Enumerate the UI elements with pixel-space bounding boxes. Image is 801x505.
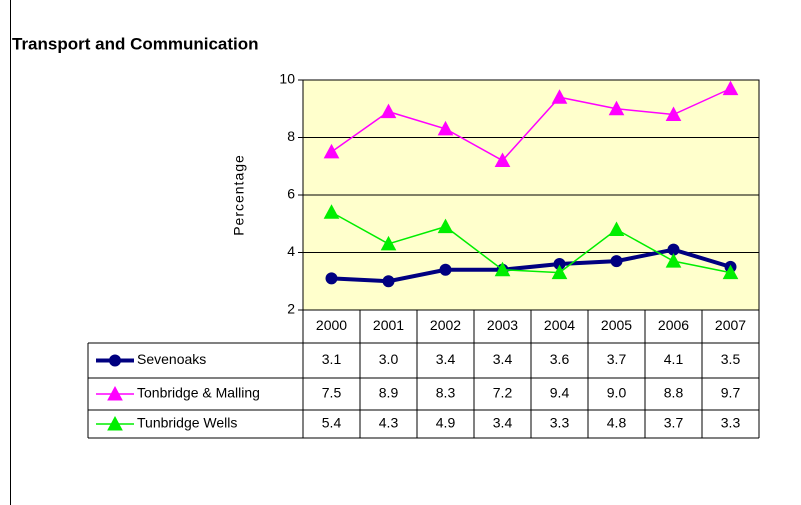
table-cell: 3.4 — [493, 351, 513, 367]
y-tick-label: 10 — [279, 71, 295, 87]
data-point — [665, 253, 682, 268]
table-cell: 9.0 — [607, 385, 627, 401]
table-cell: 3.5 — [721, 351, 741, 367]
y-tick-label: 2 — [287, 301, 295, 317]
chart-title: Transport and Communication — [12, 34, 259, 53]
legend-label: Tonbridge & Malling — [137, 385, 260, 401]
y-tick-label: 4 — [287, 243, 295, 259]
table-cell: 8.3 — [436, 385, 456, 401]
table-cell: 4.9 — [436, 415, 456, 431]
series-line — [331, 87, 731, 162]
data-point — [551, 264, 568, 280]
table-cell: 3.7 — [607, 351, 627, 367]
data-point — [380, 103, 397, 119]
legend-label: Tunbridge Wells — [137, 415, 237, 431]
x-tick-label: 2004 — [544, 317, 575, 333]
data-point — [665, 106, 682, 121]
data-point — [323, 204, 340, 219]
table-cell: 3.4 — [436, 351, 456, 367]
legend-marker — [109, 354, 121, 367]
table-cell: 9.4 — [550, 385, 570, 401]
data-point — [722, 264, 739, 280]
table-cell: 7.2 — [493, 385, 513, 401]
x-tick-label: 2000 — [316, 317, 347, 333]
data-point — [382, 275, 395, 288]
data-point — [439, 263, 452, 276]
x-tick-label: 2003 — [487, 317, 518, 333]
data-point — [722, 80, 739, 96]
data-point — [380, 235, 397, 251]
x-tick-label: 2005 — [601, 317, 632, 333]
x-tick-label: 2006 — [658, 317, 689, 333]
table-cell: 3.7 — [664, 415, 684, 431]
table-cell: 5.4 — [322, 415, 342, 431]
data-point — [608, 221, 625, 236]
data-point — [325, 272, 338, 285]
legend-marker — [107, 415, 123, 431]
x-tick-label: 2007 — [715, 317, 746, 333]
table-cell: 3.4 — [493, 415, 513, 431]
data-point — [551, 89, 568, 104]
table-cell: 3.1 — [322, 351, 342, 367]
y-tick-label: 6 — [287, 186, 295, 202]
table-cell: 7.5 — [322, 385, 342, 401]
y-axis-label: Percentage — [231, 154, 247, 236]
data-point — [608, 100, 625, 116]
table-cell: 3.3 — [721, 415, 741, 431]
table-cell: 8.9 — [379, 385, 399, 401]
table-cell: 4.3 — [379, 415, 399, 431]
table-cell: 3.3 — [550, 415, 570, 431]
series-line — [331, 211, 731, 274]
table-cell: 4.8 — [607, 415, 627, 431]
y-tick-label: 8 — [287, 128, 295, 144]
series-line — [331, 247, 732, 284]
data-point — [323, 143, 340, 159]
table-cell: 9.7 — [721, 385, 741, 401]
x-tick-label: 2001 — [373, 317, 404, 333]
data-point — [437, 218, 454, 234]
data-point — [437, 120, 454, 136]
data-point — [494, 152, 511, 167]
table-cell: 8.8 — [664, 385, 684, 401]
table-cell: 3.0 — [379, 351, 399, 367]
data-point — [494, 261, 511, 277]
table-cell: 4.1 — [664, 351, 684, 367]
table-cell: 3.6 — [550, 351, 570, 367]
legend-marker — [107, 385, 123, 401]
data-point — [610, 255, 623, 268]
legend-label: Sevenoaks — [137, 351, 206, 367]
x-tick-label: 2002 — [430, 317, 461, 333]
